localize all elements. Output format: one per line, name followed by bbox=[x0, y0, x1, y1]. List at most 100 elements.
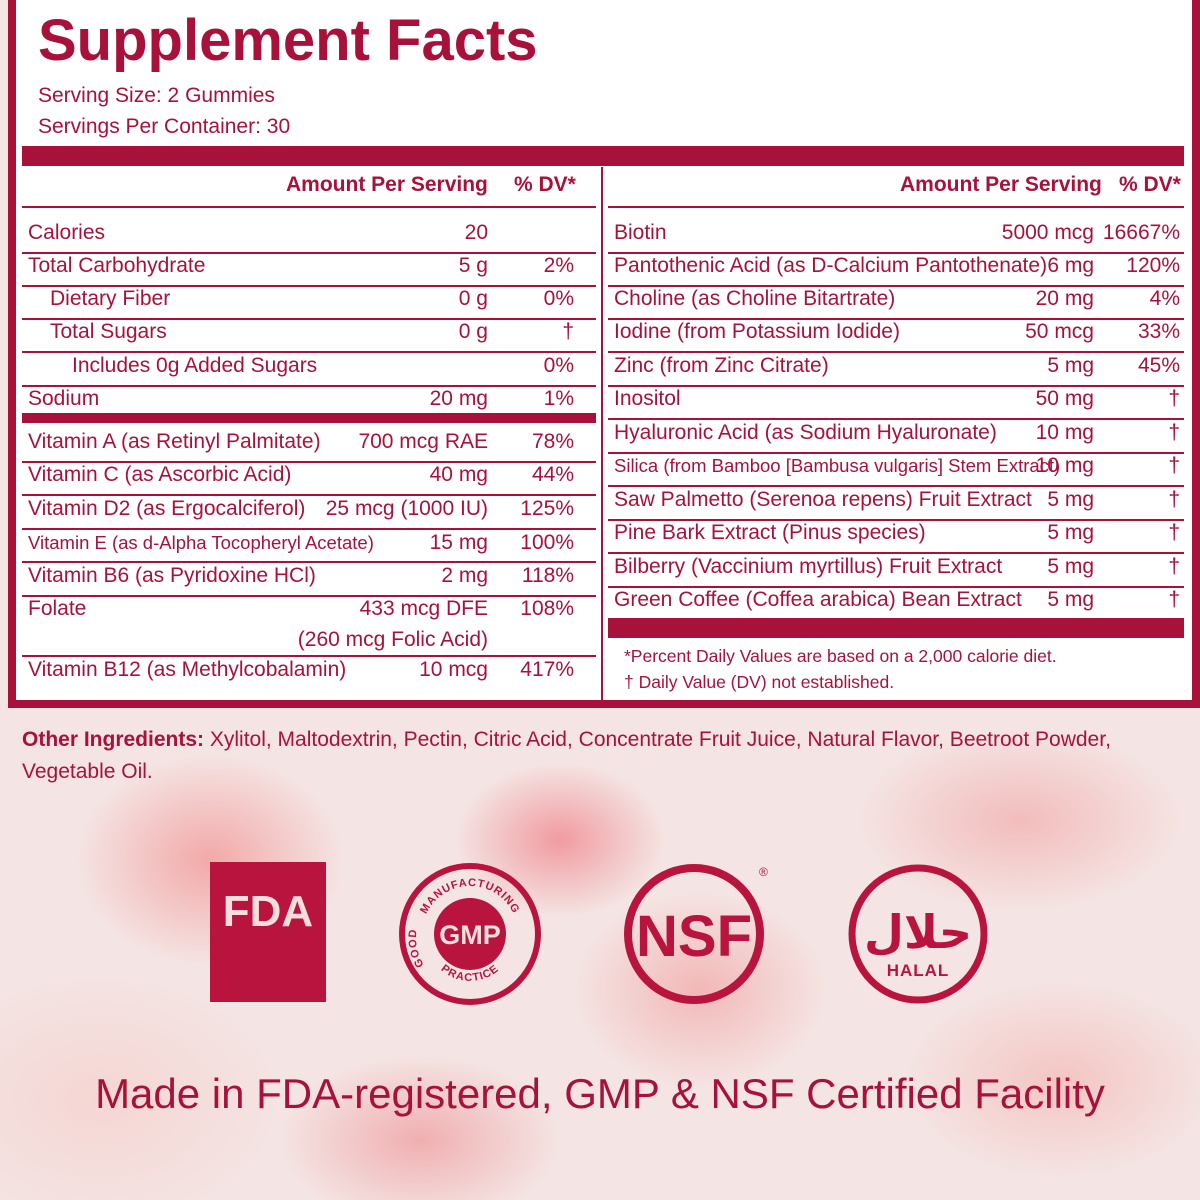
nutrient-name: Vitamin B6 (as Pyridoxine HCl) bbox=[28, 564, 316, 587]
row-divider bbox=[608, 285, 1184, 287]
halal-ring bbox=[848, 864, 988, 1004]
nsf-badge: NSF ® bbox=[624, 864, 768, 1004]
row-divider bbox=[608, 351, 1184, 353]
nutrient-daily-value: 16667% bbox=[1102, 221, 1180, 244]
nutrient-name: Total Sugars bbox=[50, 320, 167, 343]
nutrient-daily-value: 108% bbox=[520, 597, 574, 620]
nutrient-amount: 25 mcg (1000 IU) bbox=[325, 497, 488, 520]
nutrient-daily-value: 0% bbox=[543, 287, 574, 310]
gmp-text: GMP bbox=[439, 920, 501, 950]
row-divider bbox=[22, 595, 596, 597]
row-divider bbox=[22, 351, 596, 353]
header-thick-rule bbox=[22, 146, 1184, 166]
nutrient-row: Choline (as Choline Bitartrate) 20 mg 4% bbox=[614, 285, 1180, 313]
nutrient-daily-value: 78% bbox=[531, 430, 574, 453]
nutrient-amount: 6 mg bbox=[1047, 254, 1094, 277]
row-divider bbox=[22, 494, 596, 496]
nutrient-name: Saw Palmetto (Serenoa repens) Fruit Extr… bbox=[614, 488, 1032, 511]
nutrient-daily-value: 44% bbox=[531, 463, 574, 486]
row-divider bbox=[22, 318, 596, 320]
other-ingredients-text: Xylitol, Maltodextrin, Pectin, Citric Ac… bbox=[22, 728, 1111, 783]
nutrient-daily-value: † bbox=[1168, 387, 1180, 410]
nutrient-row: Iodine (from Potassium Iodide) 50 mcg 33% bbox=[614, 318, 1180, 346]
nutrient-name: Vitamin C (as Ascorbic Acid) bbox=[28, 463, 292, 486]
nutrient-daily-value: † bbox=[1168, 588, 1180, 611]
nutrient-daily-value: 417% bbox=[520, 658, 574, 681]
column-divider bbox=[601, 167, 603, 700]
halal-badge: حلال HALAL bbox=[848, 864, 988, 1004]
nutrient-name: Hyaluronic Acid (as Sodium Hyaluronate) bbox=[614, 421, 997, 444]
nutrient-name: Vitamin A (as Retinyl Palmitate) bbox=[28, 430, 321, 453]
nutrient-amount: 5 mg bbox=[1047, 488, 1094, 511]
nutrient-daily-value: 4% bbox=[1149, 287, 1180, 310]
nutrient-row: Vitamin B12 (as Methylcobalamin) 10 mcg 41… bbox=[28, 656, 574, 684]
panel-title: Supplement Facts bbox=[38, 8, 538, 73]
nutrient-name: Vitamin D2 (as Ergocalciferol) bbox=[28, 497, 306, 520]
nutrient-row: Silica (from Bamboo [Bambusa vulgaris] S… bbox=[614, 452, 1180, 480]
nutrient-amount: 50 mg bbox=[1035, 387, 1094, 410]
nutrient-daily-value: † bbox=[1168, 555, 1180, 578]
right-bottom-thick-rule bbox=[608, 618, 1184, 638]
nutrient-name: Folate bbox=[28, 597, 87, 620]
nutrient-amount-secondary: (260 mcg Folic Acid) bbox=[297, 628, 488, 651]
nutrient-name: Vitamin E (as d-Alpha Tocopheryl Acetate… bbox=[28, 532, 374, 553]
left-dv-header: % DV* bbox=[514, 173, 576, 196]
nutrient-name: Pine Bark Extract (Pinus species) bbox=[614, 521, 926, 544]
nutrient-row: Vitamin B6 (as Pyridoxine HCl) 2 mg 118% bbox=[28, 562, 574, 590]
row-divider bbox=[608, 418, 1184, 420]
nutrient-daily-value: 120% bbox=[1126, 254, 1180, 277]
row-divider bbox=[608, 252, 1184, 254]
row-divider bbox=[22, 252, 596, 254]
nutrient-daily-value: † bbox=[1168, 421, 1180, 444]
nutrient-row: Dietary Fiber 0 g 0% bbox=[28, 285, 574, 313]
nutrient-amount: 5 g bbox=[458, 254, 488, 277]
nutrient-amount: 5 mg bbox=[1047, 555, 1094, 578]
nutrient-name: Dietary Fiber bbox=[50, 287, 171, 310]
left-header-rule bbox=[22, 206, 596, 208]
row-divider bbox=[22, 461, 596, 463]
nutrient-row: Pine Bark Extract (Pinus species) 5 mg † bbox=[614, 519, 1180, 547]
nutrient-amount: 0 g bbox=[458, 320, 488, 343]
row-divider bbox=[608, 452, 1184, 454]
nsf-text: NSF bbox=[636, 904, 752, 969]
gmp-badge: GMP MANUFACTURING GOOD PRACTICE bbox=[399, 863, 541, 1005]
dagger-footnote: † Daily Value (DV) not established. bbox=[624, 672, 895, 692]
nutrient-name: Pantothenic Acid (as D-Calcium Pantothen… bbox=[614, 254, 1048, 277]
nutrient-row: Vitamin A (as Retinyl Palmitate) 700 mcg … bbox=[28, 428, 574, 456]
nutrient-row: Folate 433 mcg DFE (260 mcg Folic Acid) 108… bbox=[28, 595, 574, 651]
row-divider bbox=[608, 385, 1184, 387]
nutrient-name: Iodine (from Potassium Iodide) bbox=[614, 320, 900, 343]
nutrient-row: Inositol 50 mg † bbox=[614, 385, 1180, 413]
nutrient-row: Total Carbohydrate 5 g 2% bbox=[28, 252, 574, 280]
nutrient-row: Biotin 5000 mcg 16667% bbox=[614, 219, 1180, 247]
nutrient-daily-value: 118% bbox=[521, 564, 574, 587]
nutrient-name: Sodium bbox=[28, 387, 100, 410]
nutrient-amount: 50 mcg bbox=[1025, 320, 1094, 343]
right-amount-header: Amount Per Serving bbox=[900, 173, 1102, 196]
nutrient-daily-value: 125% bbox=[520, 497, 574, 520]
nutrient-row: Pantothenic Acid (as D-Calcium Pantothen… bbox=[614, 252, 1180, 280]
serving-size: Serving Size: 2 Gummies bbox=[38, 84, 275, 107]
nutrient-amount: 15 mg bbox=[429, 531, 488, 554]
nutrient-amount: 2 mg bbox=[441, 564, 488, 587]
row-divider bbox=[608, 552, 1184, 554]
row-divider bbox=[608, 586, 1184, 588]
row-divider bbox=[22, 561, 596, 563]
facility-statement: Made in FDA-registered, GMP & NSF Certif… bbox=[95, 1070, 1105, 1117]
nutrient-row: Includes 0g Added Sugars 0% bbox=[28, 352, 574, 380]
nutrient-daily-value: † bbox=[562, 320, 574, 343]
nutrient-name: Includes 0g Added Sugars bbox=[72, 354, 318, 377]
other-ingredients-label: Other Ingredients: bbox=[22, 728, 205, 751]
nutrient-name: Vitamin B12 (as Methylcobalamin) bbox=[28, 658, 347, 681]
nutrient-daily-value: 1% bbox=[543, 387, 574, 410]
nutrient-daily-value: 0% bbox=[543, 354, 574, 377]
halal-text: HALAL bbox=[887, 961, 950, 980]
vitamins-thick-rule bbox=[22, 413, 596, 423]
nutrient-daily-value: † bbox=[1168, 454, 1180, 477]
nutrient-amount: 20 mg bbox=[429, 387, 488, 410]
left-amount-header: Amount Per Serving bbox=[286, 173, 488, 196]
nutrient-name: Green Coffee (Coffea arabica) Bean Extra… bbox=[614, 588, 1022, 611]
nutrient-row: Vitamin C (as Ascorbic Acid) 40 mg 44% bbox=[28, 461, 574, 489]
nutrient-row: Bilberry (Vaccinium myrtillus) Fruit Ext… bbox=[614, 553, 1180, 581]
nutrient-row: Saw Palmetto (Serenoa repens) Fruit Extr… bbox=[614, 486, 1180, 514]
